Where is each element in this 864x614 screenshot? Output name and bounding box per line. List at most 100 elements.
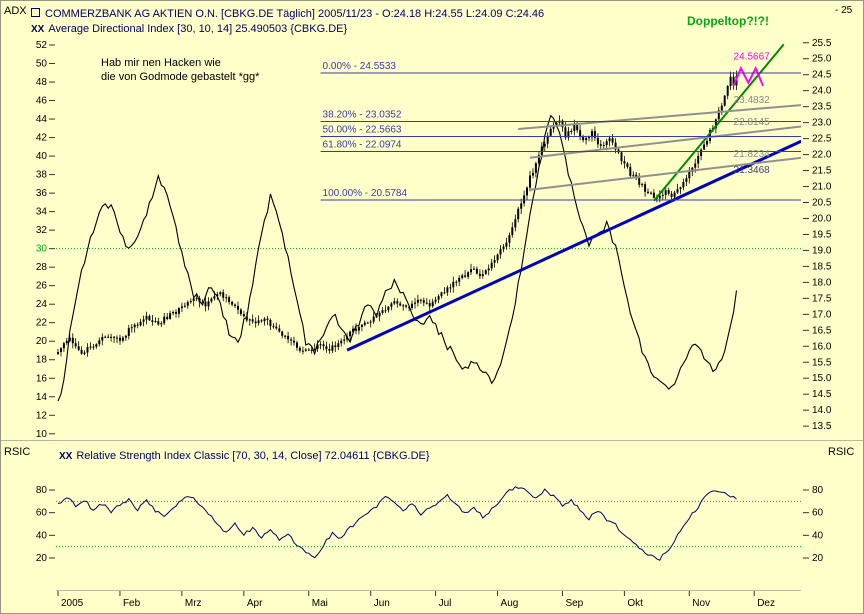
rsi-header-row: XX Relative Strength Index Classic [70, 3… [59, 446, 430, 464]
adx-axis-tick: 46 [36, 96, 48, 107]
price-axis-tick: 14.5 [812, 389, 832, 400]
fib-label: 61.80% - 22.0974 [323, 139, 402, 150]
adx-axis-tick: 52 [36, 40, 48, 51]
main-plot [57, 43, 801, 402]
price-axis-tick: 24.0 [812, 86, 832, 97]
fibonacci-retracement[interactable]: 0.00% - 24.5533 38.20% - 23.0352 50.00% - … [320, 61, 801, 201]
month-label: Jun [374, 598, 390, 609]
adx-line [57, 114, 738, 402]
adx-axis-tick: 42 [36, 133, 48, 144]
indicator-title: Average Directional Index [30, 10, 14] 2… [48, 23, 348, 35]
rsi-line [57, 486, 737, 561]
month-label: Aug [501, 598, 519, 609]
rsi-axis-tick-left: 40 [36, 530, 48, 541]
price-axis-tick: 19.0 [812, 245, 832, 256]
month-label: Feb [123, 598, 141, 609]
adx-axis-tick: 24 [36, 299, 48, 310]
rsi-axis-tick-right: 40 [812, 530, 824, 541]
user-note[interactable]: Hab mir nen Hacken wie die von Godmode g… [101, 56, 259, 84]
top-right-label: - 25 [835, 5, 853, 16]
month-label: Jul [439, 598, 452, 609]
month-label: Mai [312, 598, 328, 609]
adx-axis-tick: 34 [36, 207, 48, 218]
note-line: Hab mir nen Hacken wie [101, 57, 221, 69]
adx-axis-tick: 44 [36, 114, 48, 125]
note-line: die von Godmode gebastelt *gg* [101, 71, 260, 83]
price-axis-tick: 16.0 [812, 341, 832, 352]
price-axis-tick: 15.0 [812, 373, 832, 384]
fib-label: 50.00% - 22.5663 [323, 124, 402, 135]
adx-axis-tick: 30 [36, 244, 48, 255]
rsi-axis-tick-left: 20 [36, 553, 48, 564]
month-label: Nov [692, 598, 710, 609]
trendline-green-breakout[interactable] [653, 43, 785, 202]
line-value-label: 21.8234 [734, 149, 771, 160]
adx-axis-tick: 16 [36, 373, 48, 384]
month-label: 2005 [61, 598, 84, 609]
trendline-blue-support[interactable] [346, 139, 801, 352]
adx-axis-tick: 26 [36, 281, 48, 292]
price-axis-tick: 19.5 [812, 229, 832, 240]
double-top-marker[interactable] [732, 65, 765, 87]
trendline-gray-channel-lower[interactable] [529, 156, 801, 191]
price-axis-tick: 16.5 [812, 325, 832, 336]
price-axis-tick: 24.5 [812, 70, 832, 81]
adx-axis-tick: 12 [36, 410, 48, 421]
price-axis-tick: 22.0 [812, 150, 832, 161]
month-label: Okt [627, 598, 643, 609]
title-row: COMMERZBANK AG AKTIEN O.N. [CBKG.DE Tägl… [31, 4, 544, 22]
fib-label: 38.20% - 23.0352 [323, 110, 402, 121]
rsi-axis-tick-left: 80 [36, 485, 48, 496]
fib-label: 0.00% - 24.5533 [323, 61, 397, 72]
price-axis-tick: 20.5 [812, 198, 832, 209]
price-axis-tick: 17.0 [812, 309, 832, 320]
adx-axis-tick: 20 [36, 336, 48, 347]
price-axis-tick: 20.0 [812, 213, 832, 224]
line-value-label: 21.3468 [734, 165, 771, 176]
trendline-gray-channel-mid[interactable] [529, 125, 801, 159]
price-axis-tick: 22.5 [812, 134, 832, 145]
indicator-icon: XX [31, 24, 45, 35]
adx-axis-tick: 50 [36, 59, 48, 70]
adx-axis-tick: 40 [36, 151, 48, 162]
indicator-row: XX Average Directional Index [30, 10, 14]… [31, 19, 347, 37]
price-axis-tick: 17.5 [812, 293, 832, 304]
month-label: Dez [757, 598, 775, 609]
trendline-gray-channel-upper[interactable] [518, 104, 801, 131]
price-axis-tick: 18.5 [812, 261, 832, 272]
chart-icon [31, 8, 40, 17]
line-value-label: 24.5667 [734, 51, 771, 62]
rsi-indicator-icon: XX [59, 451, 73, 462]
adx-axis-tick: 38 [36, 170, 48, 181]
price-axis-tick: 23.0 [812, 118, 832, 129]
month-label: Apr [247, 598, 263, 609]
price-axis-tick: 21.0 [812, 182, 832, 193]
rsi-right-axis-title: RSIC [828, 446, 855, 458]
adx-axis-tick: 36 [36, 188, 48, 199]
fib-label: 100.00% - 20.5784 [323, 188, 408, 199]
price-axis-tick: 15.5 [812, 357, 832, 368]
adx-axis-tick: 32 [36, 225, 48, 236]
rsi-axis-tick-right: 20 [812, 553, 824, 564]
price-axis-tick: 18.0 [812, 277, 832, 288]
month-label: Sep [565, 598, 583, 609]
adx-axis-tick: 10 [36, 429, 48, 440]
price-axis-tick: 21.5 [812, 166, 832, 177]
adx-axis-tick: 28 [36, 262, 48, 273]
doppeltop-annotation[interactable]: Doppeltop?!?! [687, 14, 769, 28]
price-axis-tick: 25.0 [812, 54, 832, 65]
left-axis-title: ADX [4, 5, 27, 17]
adx-axis-tick: 48 [36, 77, 48, 88]
month-label: Mrz [185, 598, 202, 609]
adx-axis-tick: 18 [36, 355, 48, 366]
line-value-label: 23.4832 [734, 95, 771, 106]
price-axis-tick: 14.0 [812, 405, 832, 416]
price-axis-tick: 13.5 [812, 421, 832, 432]
rsi-plot [57, 486, 737, 561]
rsi-indicator-title: Relative Strength Index Classic [70, 30,… [76, 450, 430, 462]
line-value-label: 22.8145 [734, 117, 771, 128]
adx-axis-tick: 22 [36, 318, 48, 329]
rsi-left-axis-title: RSIC [4, 446, 31, 458]
